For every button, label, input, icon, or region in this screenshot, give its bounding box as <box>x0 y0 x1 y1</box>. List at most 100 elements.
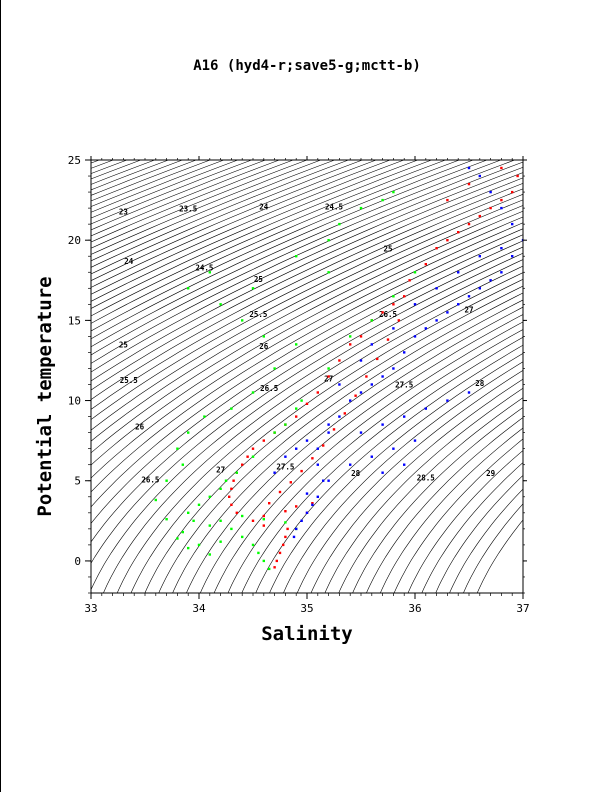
data-point <box>327 431 330 434</box>
data-point <box>435 287 438 290</box>
data-point <box>467 182 471 186</box>
isopycnal-line <box>91 252 523 564</box>
data-point <box>327 423 330 426</box>
y-tick-label: 15 <box>68 314 81 327</box>
data-point <box>467 166 471 170</box>
data-point <box>338 415 341 418</box>
isopycnal-label: 24.5 <box>195 264 213 273</box>
isopycnal-line <box>91 188 523 410</box>
data-point <box>241 514 244 518</box>
data-point <box>457 231 460 234</box>
data-point <box>241 319 244 322</box>
data-point <box>165 479 168 482</box>
y-tick-label: 0 <box>74 555 81 568</box>
data-point <box>500 247 503 250</box>
data-point <box>392 327 395 330</box>
isopycnal-line <box>91 177 523 391</box>
isopycnal-line <box>91 160 419 302</box>
data-point <box>208 524 211 527</box>
series-1 <box>154 190 417 571</box>
isopycnal-line <box>172 299 523 593</box>
data-point <box>197 503 201 506</box>
isopycnal-label: 28 <box>351 469 361 478</box>
y-tick-label: 25 <box>68 154 81 167</box>
isopycnal-label: 27.5 <box>395 381 413 390</box>
data-point <box>413 439 417 442</box>
isopycnal-line <box>1 152 38 601</box>
data-point <box>349 399 352 402</box>
isopycnal-line <box>269 353 523 593</box>
data-series <box>154 166 523 571</box>
data-point <box>408 279 411 282</box>
data-point <box>187 546 190 550</box>
data-point <box>208 495 211 498</box>
data-point <box>413 303 417 306</box>
isopycnal-line <box>103 265 523 593</box>
data-point <box>424 263 427 266</box>
data-point <box>286 527 289 531</box>
data-point <box>251 287 255 290</box>
isopycnal-label: 27 <box>216 466 225 475</box>
axis-ticks: 33 34 35 36 37 0 5 10 15 20 25 <box>68 154 530 615</box>
isopycnal-line <box>144 285 523 593</box>
isopycnal-line <box>91 160 391 288</box>
y-tick-label: 20 <box>68 234 81 247</box>
data-point <box>251 391 255 394</box>
data-point <box>478 255 481 258</box>
data-point <box>478 287 481 290</box>
chart-title: A16 (hyd4-r;save5-g;mctt-b) <box>193 58 421 74</box>
data-point <box>511 222 514 226</box>
isopycnal-line <box>91 210 523 454</box>
isopycnal-line <box>158 292 523 593</box>
data-point <box>262 518 265 521</box>
data-point <box>343 412 346 415</box>
data-point <box>327 239 330 242</box>
data-point <box>251 519 255 522</box>
data-point <box>489 279 492 282</box>
data-point <box>295 255 298 258</box>
isopycnal-line <box>435 474 523 593</box>
data-point <box>251 447 255 450</box>
data-point <box>230 487 233 490</box>
isopycnal-line <box>91 160 336 262</box>
data-point <box>386 338 390 341</box>
data-point <box>295 415 298 418</box>
data-point <box>446 198 449 202</box>
data-point <box>300 469 303 473</box>
isopycnal-label: 26.5 <box>379 310 397 319</box>
isopycnal-line <box>379 427 523 593</box>
isopycnal-label: 25 <box>254 275 263 284</box>
data-point <box>295 343 298 346</box>
data-point <box>295 527 298 531</box>
isopycnal-line <box>421 462 523 593</box>
data-point <box>349 343 352 346</box>
data-point <box>392 303 395 306</box>
y-axis-title: Potential temperature <box>34 276 56 516</box>
isopycnal-label: 25 <box>383 244 392 253</box>
data-point <box>203 415 206 418</box>
isopycnal-line <box>91 193 523 420</box>
data-point <box>359 431 363 434</box>
isopycnal-label: 26 <box>135 422 145 431</box>
data-point <box>370 383 373 386</box>
data-point <box>338 222 341 226</box>
data-point <box>521 239 523 242</box>
data-point <box>311 457 314 460</box>
data-point <box>284 521 287 524</box>
data-point <box>278 490 282 494</box>
data-point <box>273 471 276 474</box>
isopycnal-line <box>91 160 378 281</box>
isopycnal-label: 25.5 <box>249 310 267 319</box>
x-tick-label: 35 <box>300 602 313 615</box>
data-point <box>300 519 303 522</box>
data-point <box>435 247 438 250</box>
data-point <box>359 391 363 394</box>
data-point <box>284 510 287 513</box>
isopycnal-label: 24.5 <box>325 203 343 212</box>
data-point <box>165 518 168 521</box>
data-point <box>332 428 336 431</box>
isopycnal-line <box>91 240 523 524</box>
data-point <box>187 511 190 514</box>
data-point <box>327 375 330 378</box>
isopycnal-line <box>1 152 24 601</box>
